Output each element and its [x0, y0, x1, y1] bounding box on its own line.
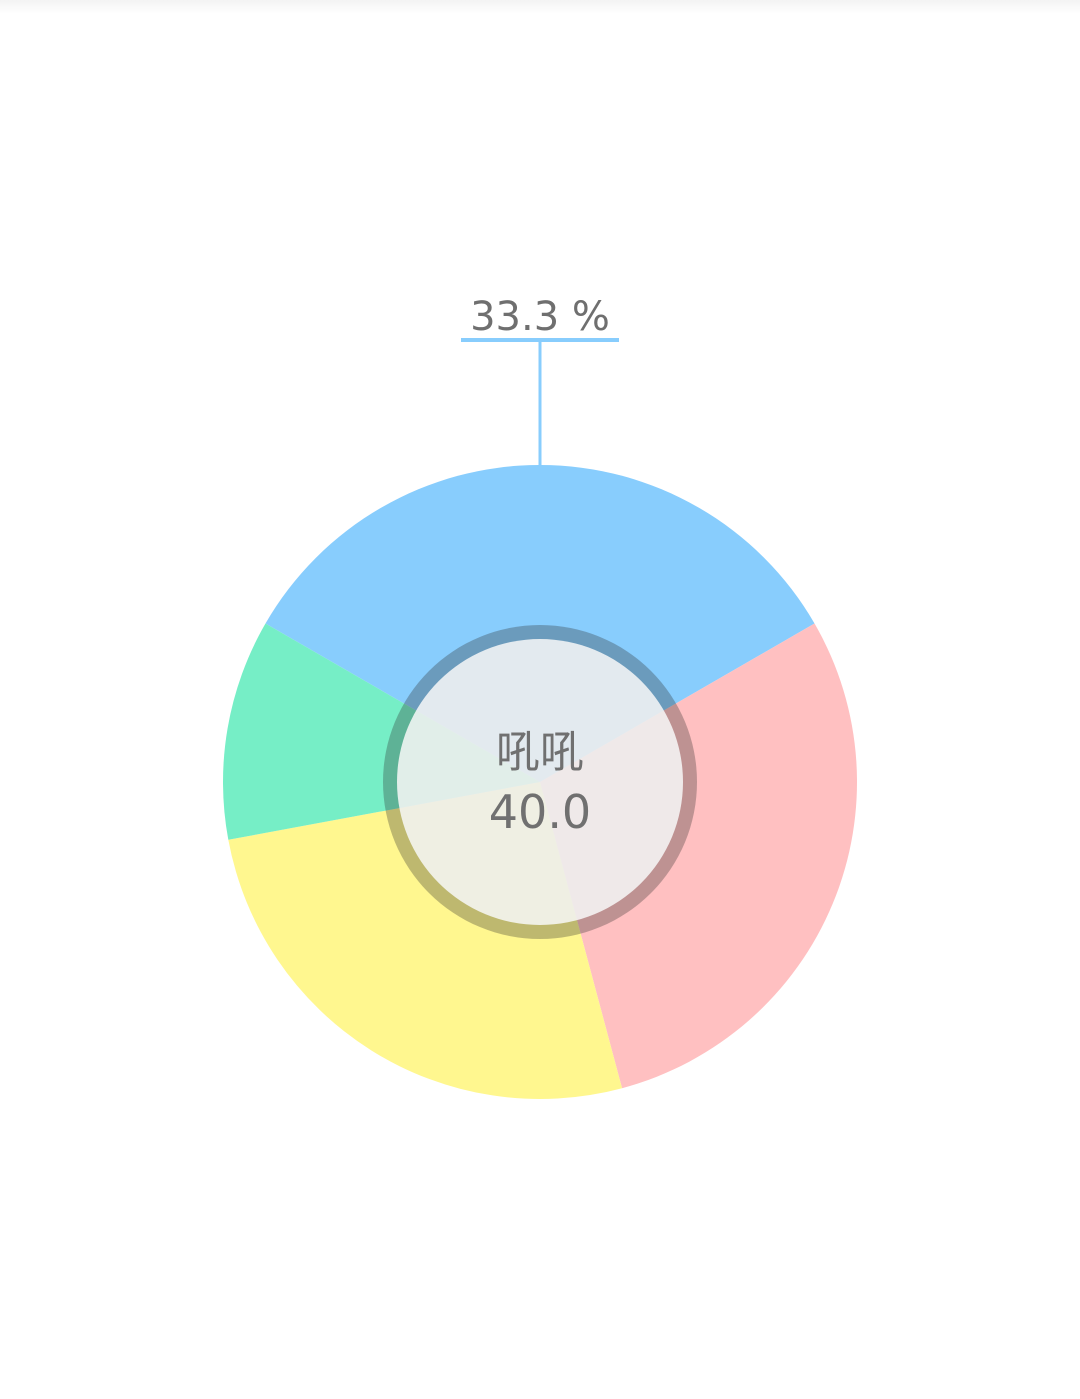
- slices-group: [223, 465, 858, 1100]
- donut-hole: [397, 639, 683, 925]
- donut-hole-group: [383, 625, 697, 939]
- center-slice-value: 40.0: [489, 785, 591, 839]
- status-bar-edge: [0, 0, 1080, 14]
- slice-percent-label: 33.3 %: [470, 294, 610, 340]
- selected-slice-callout: 33.3 %: [461, 294, 619, 465]
- center-slice-name: 吼吼: [496, 727, 584, 778]
